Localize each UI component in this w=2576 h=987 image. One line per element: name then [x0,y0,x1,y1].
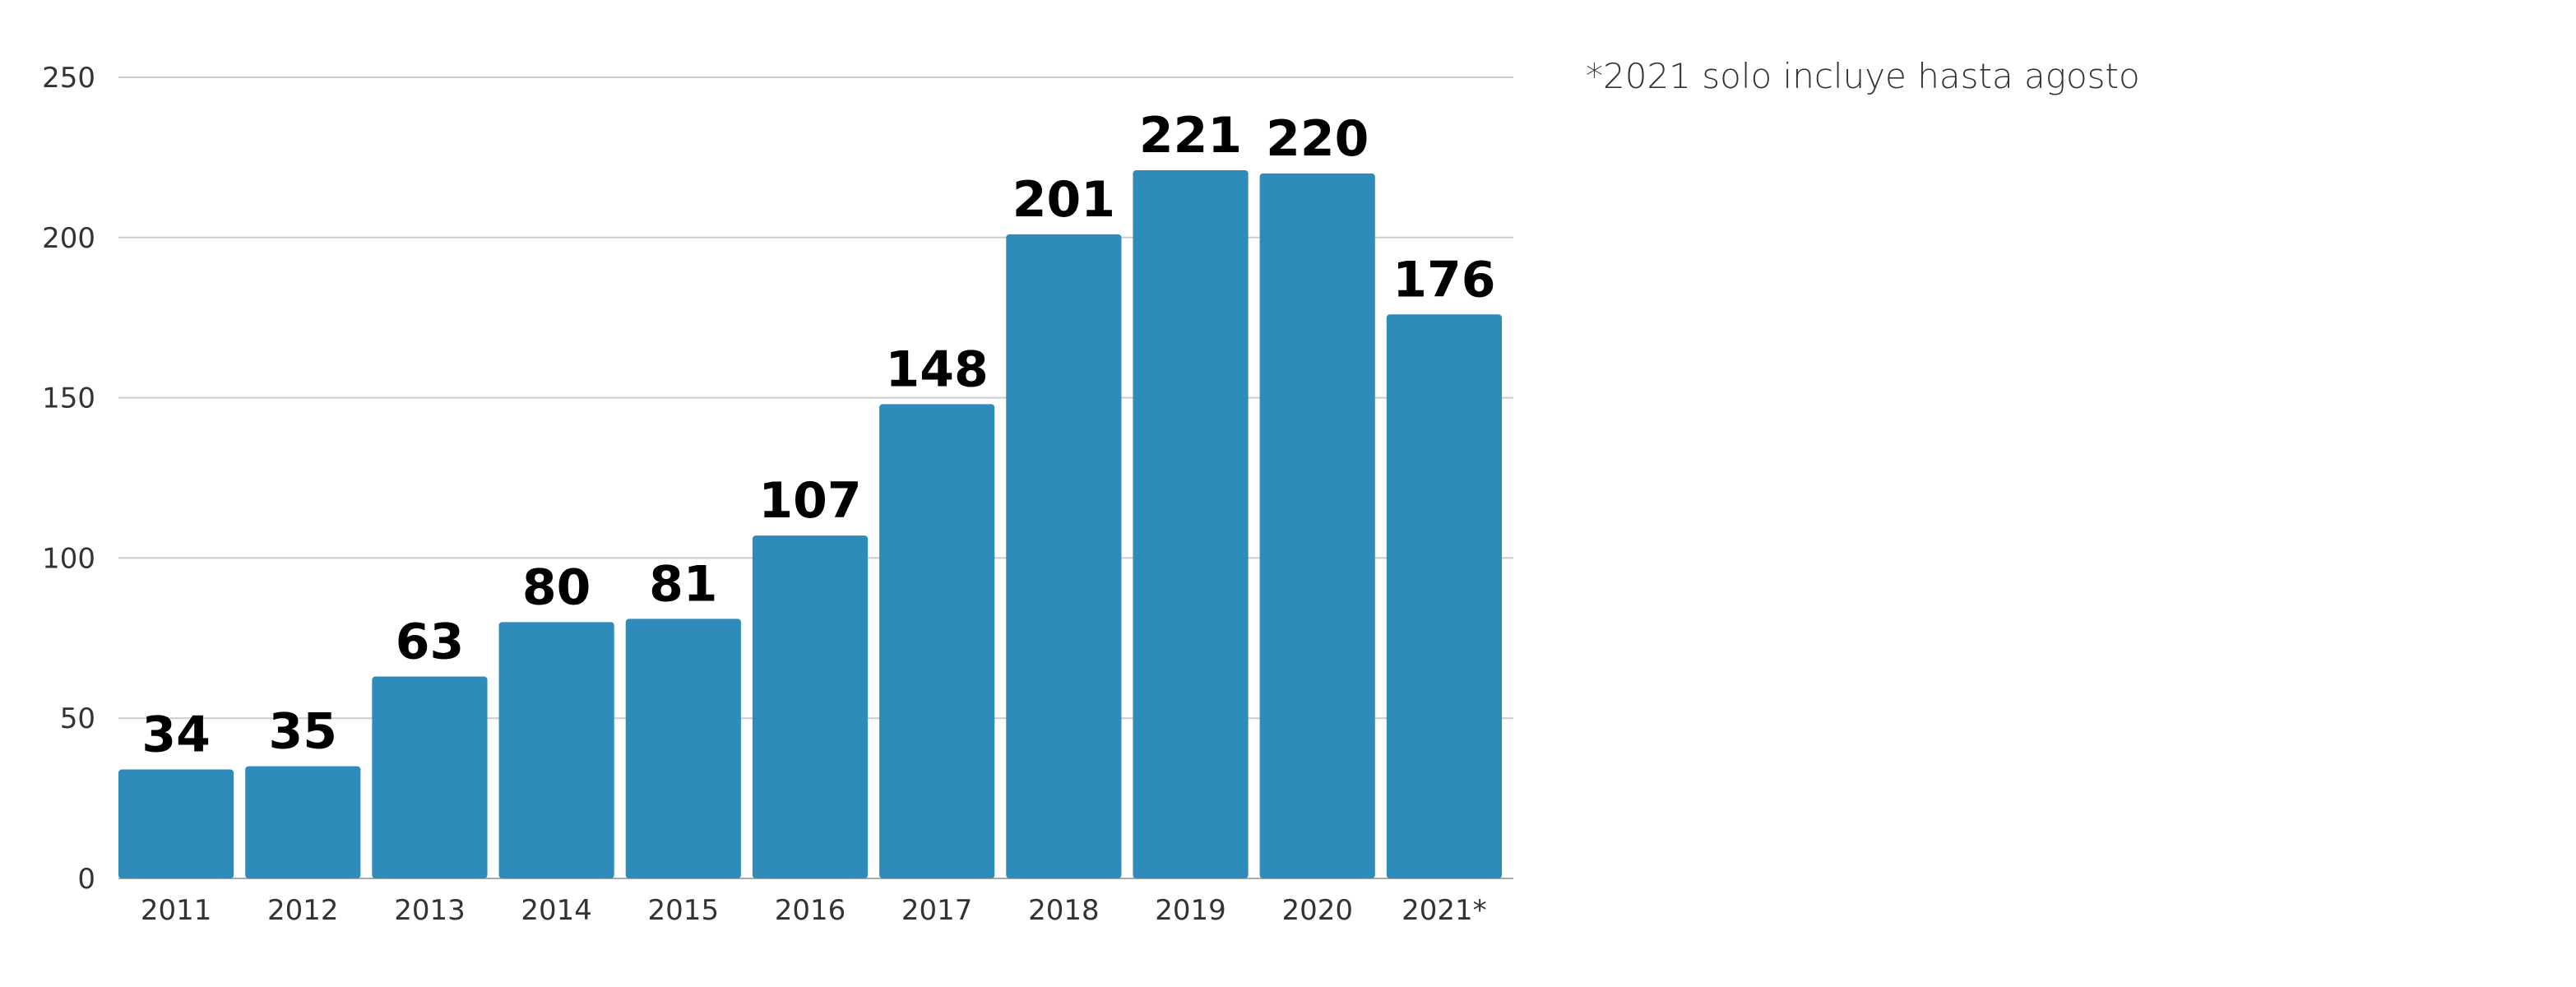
x-tick-label: 2013 [394,894,466,927]
y-tick-label: 100 [42,542,95,575]
data-label: 34 [141,707,211,764]
bar [245,766,361,878]
bar [625,619,741,878]
bar [118,769,234,878]
bar [1259,173,1375,878]
data-label: 201 [1012,171,1115,229]
y-tick-label: 50 [60,702,95,735]
bar-chart: 0 50 100 150 200 250 34 35 63 80 81 107 148 201 221 22… [42,62,1513,927]
x-tick-label: 2011 [141,894,212,927]
bar [372,676,488,878]
bar [498,622,614,878]
data-label: 148 [886,341,989,398]
data-label: 176 [1392,251,1495,308]
data-label: 107 [758,472,861,530]
bars [118,169,1502,879]
data-label: 220 [1266,110,1369,168]
data-label: 63 [396,614,465,671]
x-tick-label: 2016 [775,894,846,927]
bar [879,404,995,879]
x-tick-label: 2014 [521,894,592,927]
y-tick-label: 250 [42,62,95,95]
y-tick-label: 0 [77,863,95,896]
bar [752,535,869,878]
bar [1133,169,1249,878]
x-tick-label: 2021* [1402,894,1487,927]
data-label: 81 [649,555,718,613]
x-tick-label: 2017 [901,894,973,927]
x-tick-label: 2019 [1155,894,1226,927]
data-label: 35 [269,703,338,761]
y-axis: 0 50 100 150 200 250 [42,62,95,896]
data-label: 221 [1139,107,1242,164]
data-labels: 34 35 63 80 81 107 148 201 221 220 176 [141,107,1495,764]
bar [1006,234,1122,878]
y-tick-label: 200 [42,222,95,255]
data-label: 80 [522,558,591,616]
x-tick-label: 2015 [648,894,720,927]
x-axis: 2011 2012 2013 2014 2015 2016 2017 2018 2019 2020… [141,894,1487,927]
footnote: *2021 solo incluye hasta agosto [1586,56,2140,96]
x-tick-label: 2018 [1028,894,1100,927]
y-tick-label: 150 [42,382,95,415]
bar [1386,314,1502,879]
x-tick-label: 2012 [267,894,339,927]
x-tick-label: 2020 [1281,894,1353,927]
